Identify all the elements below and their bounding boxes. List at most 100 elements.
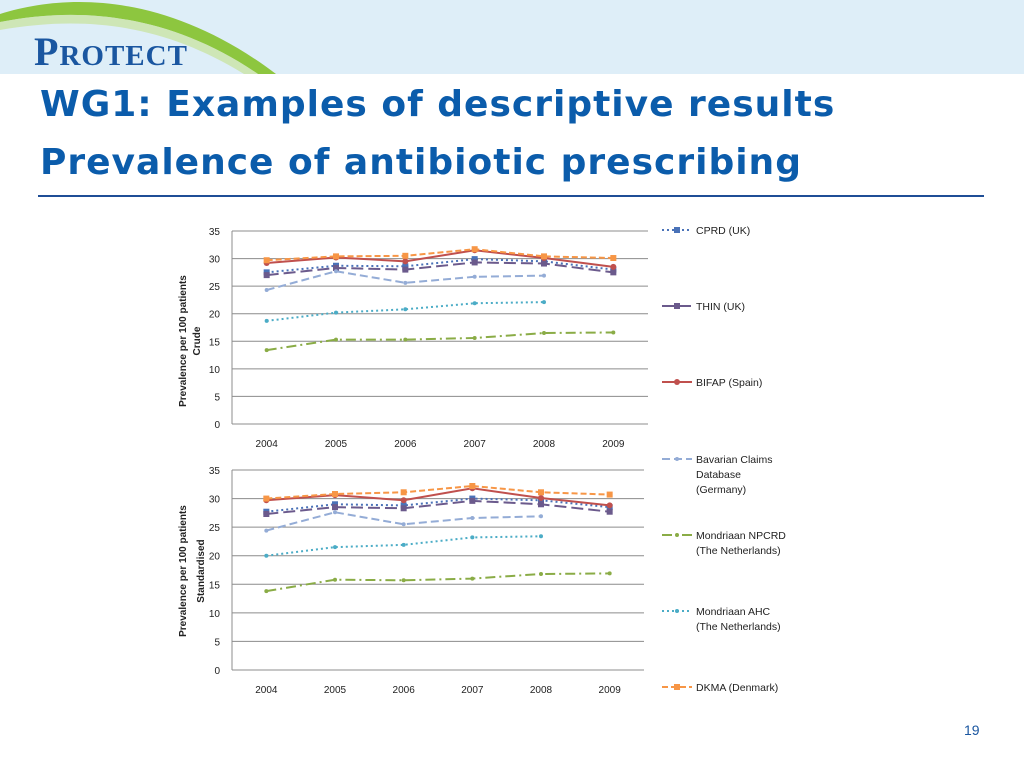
legend-marker (674, 379, 680, 385)
data-point (400, 489, 407, 496)
data-point (606, 502, 613, 509)
series-line (266, 511, 542, 532)
data-point (607, 571, 612, 576)
data-point (334, 337, 338, 342)
data-point (610, 269, 617, 276)
data-point (610, 255, 617, 262)
data-point (539, 534, 543, 539)
x-tick-label: 2004 (255, 685, 278, 696)
series-line (266, 572, 610, 593)
x-tick-label: 2006 (393, 685, 416, 696)
y-axis-sublabel: Crude (192, 326, 203, 355)
x-tick-label: 2005 (324, 685, 347, 696)
legend-label: (Germany) (696, 484, 746, 496)
legend-marker (675, 609, 679, 613)
data-point (401, 578, 406, 583)
title-divider (38, 195, 984, 197)
legend-marker (675, 457, 679, 461)
data-point (542, 300, 546, 305)
data-point (470, 535, 475, 540)
x-tick-label: 2005 (325, 439, 348, 450)
legend-label: THIN (UK) (696, 301, 745, 313)
data-point (263, 257, 270, 264)
y-tick-label: 5 (214, 392, 220, 403)
y-tick-label: 20 (209, 310, 221, 321)
data-point (402, 252, 409, 259)
legend-label: Mondriaan NPCRD (696, 530, 786, 542)
data-point (403, 307, 408, 312)
data-point (471, 256, 478, 263)
series-line (266, 331, 614, 352)
data-point (471, 246, 478, 253)
data-point (403, 337, 408, 342)
y-axis-label: Prevalence per 100 patients (178, 275, 189, 407)
data-point (332, 491, 338, 497)
data-point (542, 273, 546, 278)
data-point (469, 483, 476, 489)
data-point (472, 301, 477, 306)
data-point (538, 489, 544, 496)
data-point (264, 288, 269, 293)
legend-marker (675, 533, 679, 537)
data-point (334, 310, 338, 315)
data-point (610, 263, 617, 270)
data-point (541, 260, 547, 267)
series-line (266, 499, 610, 515)
data-point (606, 491, 613, 498)
slide-subtitle: Prevalence of antibiotic prescribing (40, 142, 802, 183)
data-point (263, 495, 270, 502)
legend-label: Database (696, 469, 741, 481)
data-point (333, 253, 339, 260)
y-tick-label: 35 (209, 466, 221, 477)
data-point (334, 269, 338, 274)
y-tick-label: 0 (214, 666, 220, 677)
data-point (400, 497, 407, 504)
page-number: 19 (964, 722, 980, 738)
data-point (403, 280, 408, 285)
data-point (402, 266, 409, 273)
data-point (333, 510, 337, 515)
y-tick-label: 10 (209, 609, 221, 620)
data-point (538, 495, 544, 501)
slide-title: WG1: Examples of descriptive results (40, 84, 836, 125)
x-tick-label: 2009 (602, 439, 625, 450)
y-tick-label: 0 (214, 420, 220, 431)
y-axis-sublabel: Standardised (196, 539, 207, 602)
x-tick-label: 2008 (530, 685, 553, 696)
data-point (470, 576, 475, 581)
legend-marker (674, 227, 680, 233)
data-point (263, 272, 270, 279)
legend-label: BIFAP (Spain) (696, 377, 762, 389)
x-tick-label: 2006 (394, 439, 417, 450)
x-tick-label: 2007 (461, 685, 484, 696)
data-point (401, 522, 406, 527)
legend-label: DKMA (Denmark) (696, 682, 778, 694)
data-point (264, 318, 269, 323)
data-point (469, 497, 476, 504)
data-point (264, 553, 269, 558)
data-point (401, 542, 406, 547)
series-line (266, 497, 610, 513)
y-tick-label: 30 (209, 255, 221, 266)
data-point (539, 514, 543, 519)
legend-label: (The Netherlands) (696, 545, 781, 557)
x-tick-label: 2009 (599, 685, 622, 696)
data-point (402, 263, 409, 270)
y-tick-label: 25 (209, 282, 221, 293)
data-point (264, 589, 269, 594)
data-point (538, 501, 544, 508)
y-axis-label: Prevalence per 100 patients (178, 505, 189, 637)
legend-label: CPRD (UK) (696, 225, 750, 237)
series-line (266, 270, 545, 291)
series-line (266, 249, 614, 268)
y-tick-label: 10 (209, 365, 221, 376)
y-tick-label: 20 (209, 552, 221, 563)
x-tick-label: 2008 (533, 439, 556, 450)
y-tick-label: 25 (209, 523, 221, 534)
y-tick-label: 5 (214, 637, 220, 648)
data-point (333, 264, 339, 271)
legend-marker (674, 684, 680, 690)
legend-marker (674, 303, 680, 309)
y-tick-label: 35 (209, 227, 221, 238)
